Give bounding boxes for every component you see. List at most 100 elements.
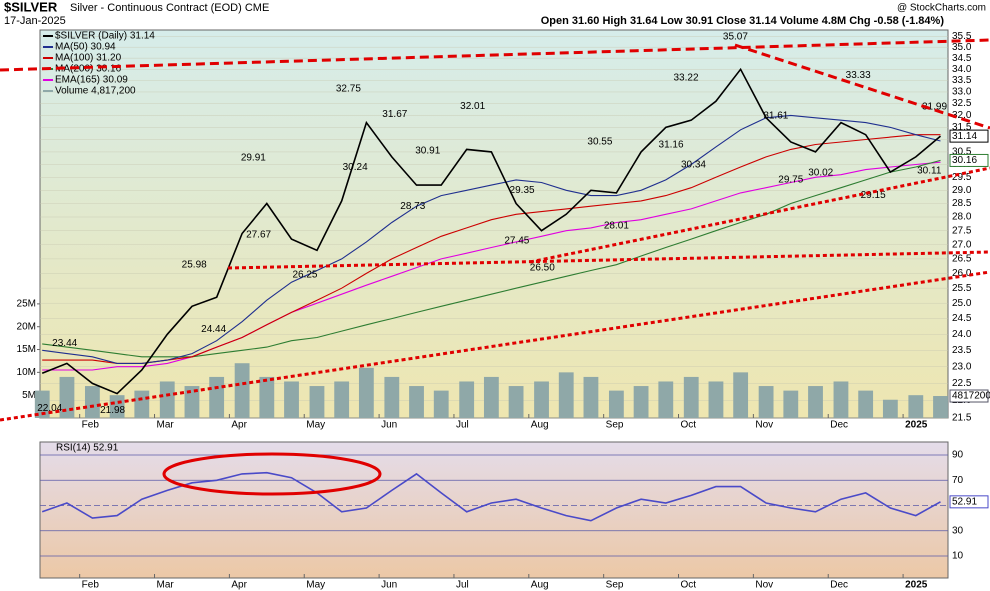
y2-tick-label: 5M — [22, 390, 36, 401]
y-tick-label: 25.5 — [952, 283, 972, 294]
volume-bar — [583, 376, 599, 418]
volume-bar — [534, 381, 549, 418]
legend-label: MA(200) 30.16 — [55, 64, 122, 75]
value-tag-label: 30.16 — [952, 155, 977, 166]
volume-bar — [459, 381, 475, 418]
x-tick-label: Nov — [755, 420, 773, 431]
y-tick-label: 24.0 — [952, 329, 972, 340]
y-tick-label: 22.5 — [952, 378, 972, 389]
price-label: 30.34 — [681, 160, 706, 171]
legend-label: $SILVER (Daily) 31.14 — [55, 31, 155, 42]
price-label: 31.99 — [922, 101, 947, 112]
y-tick-label: 21.5 — [952, 413, 972, 424]
trend-line — [529, 166, 990, 264]
x-tick-label: 2025 — [905, 580, 928, 591]
price-label: 32.75 — [336, 83, 361, 94]
volume-bar — [858, 390, 874, 418]
volume-bar — [84, 386, 100, 418]
panel-title: RSI(14) 52.91 — [56, 443, 119, 454]
date: 17-Jan-2025 — [4, 15, 66, 27]
series-line — [41, 471, 941, 522]
legend-swatch — [43, 57, 53, 59]
volume-bar — [334, 381, 350, 418]
price-label: 22.04 — [37, 403, 62, 414]
trend-line — [734, 43, 990, 130]
value-tag — [949, 153, 989, 167]
price-label: 30.11 — [917, 165, 942, 176]
price-label: 31.61 — [763, 110, 788, 121]
volume-bar — [783, 390, 799, 418]
subtitle: Silver - Continuous Contract (EOD) CME — [70, 2, 269, 14]
watermark: @ StockCharts.com — [897, 3, 986, 14]
legend-swatch — [43, 35, 53, 37]
volume-bar — [558, 372, 574, 418]
x-tick-label: Jul — [456, 420, 469, 431]
volume-bar — [184, 386, 200, 418]
price-label: 24.44 — [201, 324, 226, 335]
volume-bar — [433, 390, 449, 418]
price-label: 30.91 — [415, 145, 440, 156]
x-tick-label: Dec — [830, 580, 848, 591]
legend-label: Volume 4,817,200 — [55, 86, 136, 97]
volume-bar — [608, 390, 624, 418]
volume-bar — [358, 367, 374, 418]
y-tick-label: 28.0 — [952, 212, 972, 223]
y-tick-label: 34.5 — [952, 53, 972, 64]
volume-bar — [683, 376, 699, 418]
series-line — [42, 134, 941, 364]
x-tick-label: Jun — [381, 420, 397, 431]
y-tick-label: 27.0 — [952, 239, 972, 250]
volume-bar — [284, 381, 299, 418]
volume-bar — [384, 376, 400, 418]
y-tick-label: 33.5 — [952, 75, 972, 86]
trend-line — [0, 270, 990, 422]
volume-bar — [209, 376, 225, 418]
volume-bar — [59, 376, 75, 418]
legend-swatch — [43, 90, 53, 92]
y-tick-label: 27.5 — [952, 225, 972, 236]
y-tick-label: 24.5 — [952, 313, 972, 324]
x-tick-label: Sep — [606, 580, 624, 591]
volume-bar — [234, 363, 250, 418]
legend-swatch — [43, 46, 53, 48]
y-tick-label: 29.0 — [952, 185, 972, 196]
price-label: 26.50 — [530, 263, 555, 274]
value-tag — [949, 389, 989, 403]
x-tick-label: May — [306, 580, 325, 591]
price-label: 27.45 — [504, 236, 529, 247]
y-tick-label: 29.5 — [952, 172, 972, 183]
y-tick-label: 31.5 — [952, 122, 972, 133]
x-tick-label: Mar — [157, 580, 175, 591]
volume-bar — [508, 386, 524, 418]
volume-bar — [483, 376, 499, 418]
price-label: 30.24 — [343, 162, 368, 173]
y-tick-label: 33.0 — [952, 87, 972, 98]
x-tick-label: Jul — [456, 580, 469, 591]
value-tag-label: 52.91 — [952, 496, 977, 507]
volume-bar — [708, 381, 724, 418]
x-tick-label: Nov — [755, 580, 773, 591]
legend-label: MA(100) 31.20 — [55, 53, 122, 64]
volume-bar — [908, 395, 924, 418]
price-label: 28.73 — [400, 201, 425, 212]
trend-lines — [0, 38, 990, 496]
price-label: 29.91 — [241, 152, 266, 163]
x-tick-label: Feb — [82, 420, 100, 431]
symbol: $SILVER — [4, 0, 58, 14]
volume-bar — [758, 386, 774, 418]
y-tick-label: 30.5 — [952, 147, 972, 158]
rsi-panel — [39, 441, 949, 579]
volume-bar — [882, 399, 898, 418]
x-tick-label: Dec — [830, 420, 848, 431]
legend-label: MA(50) 30.94 — [55, 42, 116, 53]
volume-bar — [658, 381, 674, 418]
price-label: 35.07 — [723, 31, 748, 42]
price-label: 28.01 — [604, 220, 629, 231]
legend-swatch — [43, 79, 53, 81]
price-panel — [39, 29, 949, 419]
price-label: 25.98 — [182, 260, 207, 271]
y-tick-label: 23.0 — [952, 361, 972, 372]
y2-tick-label: 10M — [17, 367, 36, 378]
y2-tick-label: 25M — [17, 299, 36, 310]
